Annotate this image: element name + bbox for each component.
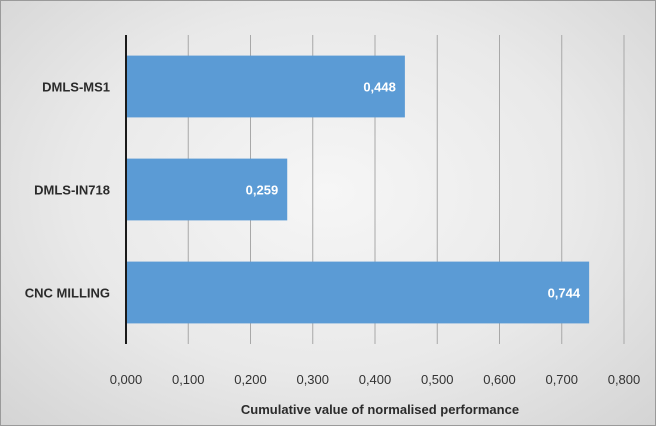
x-tick-label: 0,100 bbox=[172, 372, 205, 387]
bar-cnc-milling bbox=[126, 261, 590, 324]
bars bbox=[126, 55, 590, 324]
x-tick-label: 0,500 bbox=[421, 372, 454, 387]
x-tick-label: 0,700 bbox=[545, 372, 578, 387]
x-tick-label: 0,000 bbox=[110, 372, 143, 387]
x-tick-label: 0,800 bbox=[608, 372, 641, 387]
category-label: CNC MILLING bbox=[25, 286, 110, 301]
bar-value-label: 0,448 bbox=[363, 80, 396, 95]
x-axis-title: Cumulative value of normalised performan… bbox=[241, 402, 519, 417]
bar-value-label: 0,259 bbox=[246, 183, 279, 198]
bar-dmls-ms1 bbox=[126, 55, 405, 118]
x-tick-label: 0,600 bbox=[483, 372, 516, 387]
labels: 0,000 0,100 0,200 0,300 0,400 0,500 0,600 0,700… bbox=[25, 80, 640, 388]
x-tick-label: 0,400 bbox=[359, 372, 392, 387]
x-tick-label: 0,200 bbox=[234, 372, 267, 387]
x-tick-label: 0,300 bbox=[296, 372, 329, 387]
category-label: DMLS-IN718 bbox=[34, 183, 110, 198]
bar-value-label: 0,744 bbox=[548, 286, 581, 301]
category-label: DMLS-MS1 bbox=[42, 80, 110, 95]
bar-dmls-in718 bbox=[126, 158, 288, 221]
